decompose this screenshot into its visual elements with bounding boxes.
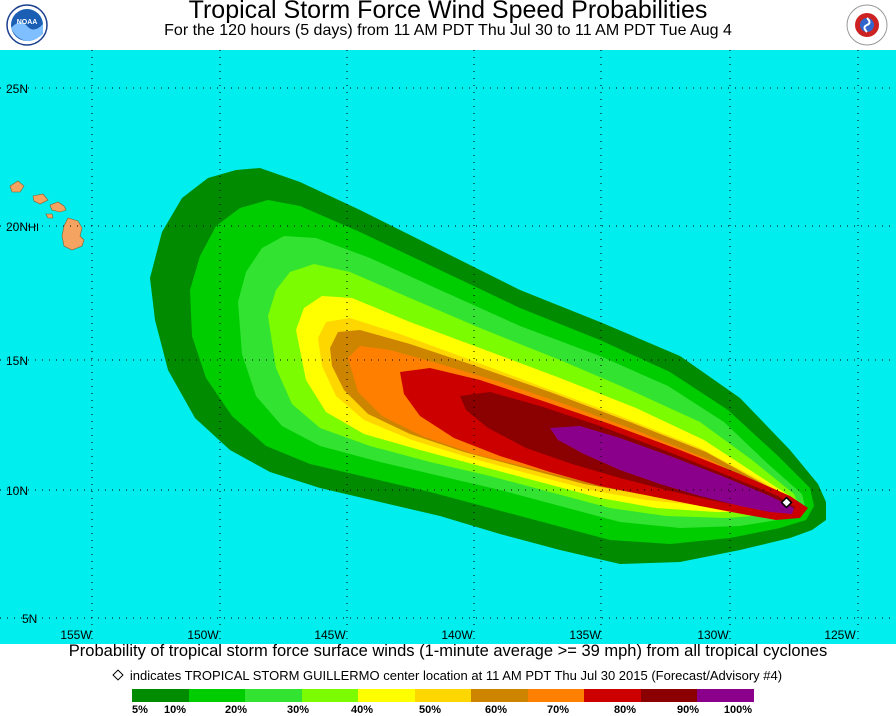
legend-swatch — [640, 689, 698, 702]
lat-label-20n: 20N — [6, 220, 28, 234]
storm-note-text: indicates TROPICAL STORM GUILLERMO cente… — [129, 668, 783, 683]
molokai-maui-islands — [49, 201, 67, 213]
kauai-island — [9, 180, 25, 193]
legend-labels: 5% 10% 20% 30% 40% 50% 60% 70% 80% 90% 1… — [0, 704, 896, 716]
legend-swatch — [414, 689, 472, 702]
lat-label-5n: 5N — [22, 612, 37, 626]
legend-label: 70% — [546, 704, 570, 716]
page-subtitle: For the 120 hours (5 days) from 11 AM PD… — [164, 22, 732, 39]
lat-label-15n: 15N — [6, 354, 28, 368]
legend-swatch — [188, 689, 246, 702]
graticule — [0, 50, 896, 644]
nws-logo-icon — [846, 4, 888, 46]
lon-label-155w: 155W — [60, 628, 92, 642]
legend-swatch — [358, 689, 415, 702]
lon-label-140w: 140W — [441, 628, 473, 642]
legend-label: 90% — [676, 704, 700, 716]
probability-map: 25N 20N 15N 10N 5N HI 155W 150W 145W 140… — [0, 50, 896, 644]
legend-swatch — [584, 689, 641, 702]
lat-label-25n: 25N — [6, 82, 28, 96]
legend-swatch — [527, 689, 585, 702]
legend-label: 100% — [723, 704, 753, 716]
place-label-hi: HI — [28, 222, 39, 234]
legend-swatch — [245, 689, 302, 702]
legend-swatch — [471, 689, 528, 702]
legend-label: 60% — [484, 704, 508, 716]
lon-label-125w: 125W — [824, 628, 856, 642]
lon-label-135w: 135W — [569, 628, 601, 642]
probability-contours — [150, 168, 826, 564]
lat-label-10n: 10N — [6, 484, 28, 498]
legend-label: 30% — [286, 704, 310, 716]
storm-center-marker — [780, 496, 793, 509]
page-title: Tropical Storm Force Wind Speed Probabil… — [188, 0, 708, 24]
map-caption: Probability of tropical storm force surf… — [68, 642, 828, 660]
storm-note: indicates TROPICAL STORM GUILLERMO cente… — [0, 668, 896, 683]
legend-label: 10% — [163, 704, 187, 716]
probability-legend — [132, 689, 755, 702]
hawaii-islands — [9, 180, 85, 251]
lon-label-145w: 145W — [314, 628, 346, 642]
noaa-logo-icon: NOAA — [6, 4, 48, 46]
contour-100pct — [550, 426, 794, 514]
legend-label: 5% — [132, 704, 148, 716]
legend-label: 80% — [613, 704, 637, 716]
storm-center-legend-icon — [112, 669, 124, 681]
lon-label-150w: 150W — [187, 628, 219, 642]
lon-label-130w: 130W — [697, 628, 729, 642]
legend-swatch — [132, 689, 189, 702]
legend-swatch — [697, 689, 755, 702]
big-island — [61, 217, 85, 251]
legend-label: 40% — [350, 704, 374, 716]
lanai-island — [45, 213, 54, 219]
legend-swatch — [301, 689, 359, 702]
legend-label: 20% — [224, 704, 248, 716]
noaa-logo-text: NOAA — [17, 19, 38, 26]
legend-label: 50% — [418, 704, 442, 716]
oahu-island — [32, 193, 49, 205]
